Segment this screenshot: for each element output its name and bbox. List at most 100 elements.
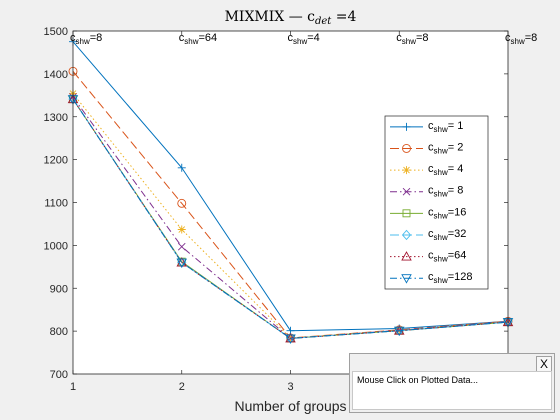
annotation-suffix: =64 [198, 32, 217, 44]
annotation-sub: shw [293, 37, 307, 46]
x-tick-label: 2 [179, 381, 185, 393]
legend-entry: cshw=16 [390, 206, 466, 220]
data-point [177, 198, 187, 208]
annotation-label: cshw=4 [288, 32, 320, 46]
data-point [401, 229, 412, 241]
series-line [72, 98, 509, 339]
data-point [393, 326, 405, 337]
data-point [402, 187, 411, 196]
legend-main: c [428, 271, 434, 283]
legend-suffix: = 1 [448, 120, 464, 132]
legend-sub: shw [434, 146, 448, 155]
legend-suffix: = 2 [448, 141, 464, 153]
data-point [401, 274, 412, 284]
axes-box [72, 30, 509, 375]
annotation-suffix: =8 [416, 32, 429, 44]
popup-body: Mouse Click on Plotted Data... [352, 371, 552, 410]
legend-label: cshw=32 [428, 228, 466, 242]
x-tick-label: 1 [70, 381, 76, 393]
legend-label: cshw=64 [428, 250, 466, 264]
data-point [401, 251, 412, 261]
legend-entry: cshw= 1 [390, 120, 463, 134]
y-tick-label: 900 [50, 283, 68, 295]
legend-label: cshw= 8 [428, 185, 463, 199]
y-tick-label: 1100 [44, 198, 68, 210]
legend-main: c [428, 163, 434, 175]
legend-entry: cshw= 2 [390, 141, 463, 155]
annotation-label: cshw=8 [505, 32, 537, 46]
legend-main: c [428, 228, 434, 240]
annotation-label: cshw=8 [396, 32, 428, 46]
legend-suffix: = 8 [448, 185, 464, 197]
annotation-sub: shw [184, 37, 198, 46]
y-tick-label: 1400 [44, 69, 68, 81]
x-axis-label: Number of groups [234, 398, 346, 414]
popup-message: Mouse Click on Plotted Data... [357, 375, 479, 385]
legend-entry: cshw=64 [390, 250, 466, 264]
title-suffix: =4 [331, 9, 356, 25]
data-point [402, 209, 411, 218]
legend-main: c [428, 185, 434, 197]
annotation-sub: shw [76, 37, 90, 46]
legend-suffix: = 4 [448, 163, 464, 175]
annotation-main: c [288, 32, 294, 44]
y-tick-label: 800 [50, 326, 68, 338]
data-point [177, 225, 186, 234]
legend-label: cshw=16 [428, 206, 466, 220]
legend-sub: shw [434, 255, 448, 264]
legend-main: c [428, 250, 434, 262]
legend-label: cshw= 2 [428, 141, 463, 155]
annotation-suffix: =8 [525, 32, 538, 44]
annotation-label: cshw=8 [70, 32, 102, 46]
legend-label: cshw=128 [428, 271, 473, 285]
annotation-suffix: =8 [90, 32, 103, 44]
y-tick-label: 1300 [44, 112, 68, 124]
annotation-main: c [179, 32, 185, 44]
legend-main: c [428, 141, 434, 153]
y-tick-label: 1000 [44, 240, 68, 252]
legend-suffix: =16 [448, 206, 467, 218]
data-point [176, 257, 188, 267]
legend-main: c [428, 120, 434, 132]
title-sub: det [315, 16, 332, 27]
legend-sub: shw [434, 125, 448, 134]
legend-sub: shw [434, 211, 448, 220]
data-point [177, 163, 186, 172]
data-tip-popup[interactable]: X Mouse Click on Plotted Data... [349, 353, 555, 413]
legend-sub: shw [434, 190, 448, 199]
data-point [176, 258, 188, 268]
data-point [177, 242, 186, 251]
data-point [402, 166, 411, 175]
chart-title: MIXMIX — cdet =4 [225, 9, 357, 27]
legend-label: cshw= 1 [428, 120, 463, 134]
y-tick-label: 1200 [44, 155, 68, 167]
annotation-suffix: =4 [307, 32, 320, 44]
data-point [285, 332, 296, 343]
close-button[interactable]: X [536, 356, 552, 372]
annotation-sub: shw [402, 37, 416, 46]
data-point [402, 122, 411, 131]
legend-sub: shw [434, 233, 448, 242]
annotation-sub: shw [511, 37, 525, 46]
legend-entry: cshw= 4 [390, 163, 463, 177]
legend-sub: shw [434, 168, 448, 177]
x-tick-label: 3 [287, 381, 293, 393]
title-main: MIXMIX — c [225, 9, 316, 25]
annotation-main: c [505, 32, 511, 44]
annotation-label: cshw=64 [179, 32, 217, 46]
series-line [72, 98, 509, 339]
annotation-main: c [396, 32, 402, 44]
y-tick-label: 1500 [44, 26, 68, 38]
legend-entry: cshw=32 [390, 228, 466, 242]
annotation-main: c [70, 32, 76, 44]
legend-entry: cshw= 8 [390, 185, 463, 199]
y-tick-label: 700 [50, 369, 68, 381]
legend-suffix: =128 [448, 271, 473, 283]
legend-main: c [428, 206, 434, 218]
data-point [402, 143, 411, 153]
legend-entry: cshw=128 [390, 271, 473, 285]
legend-label: cshw= 4 [428, 163, 463, 177]
